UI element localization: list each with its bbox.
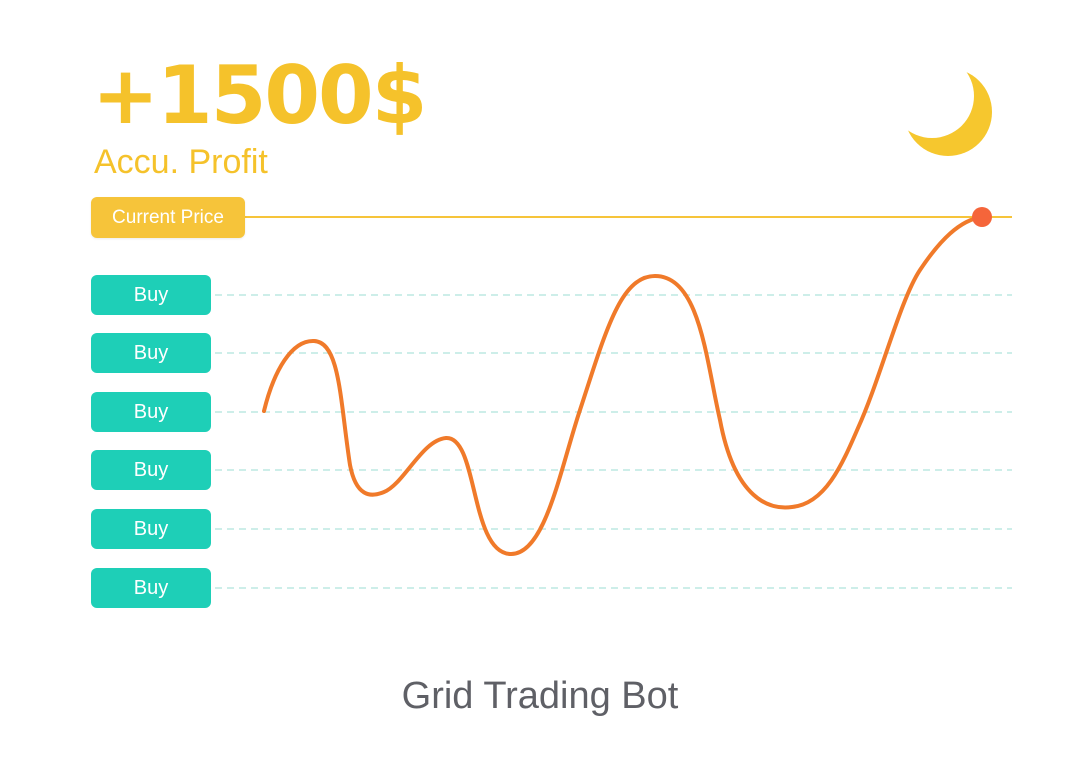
moon-icon xyxy=(904,68,992,156)
grid-chart xyxy=(215,207,1012,589)
price-curve xyxy=(262,215,984,557)
accumulated-profit-label: Accu. Profit xyxy=(94,143,268,181)
buy-button[interactable]: Buy xyxy=(91,275,211,315)
buy-button[interactable]: Buy xyxy=(91,392,211,432)
accumulated-profit-amount: +1500$ xyxy=(92,49,427,142)
feature-caption: Grid Trading Bot xyxy=(401,675,679,717)
buy-button[interactable]: Buy xyxy=(91,450,211,490)
buy-button[interactable]: Buy xyxy=(91,509,211,549)
current-price-badge: Current Price xyxy=(91,197,245,238)
grid-lines xyxy=(215,294,1012,589)
buy-button[interactable]: Buy xyxy=(91,333,211,373)
current-price-dot xyxy=(972,207,992,227)
buy-button[interactable]: Buy xyxy=(91,568,211,608)
